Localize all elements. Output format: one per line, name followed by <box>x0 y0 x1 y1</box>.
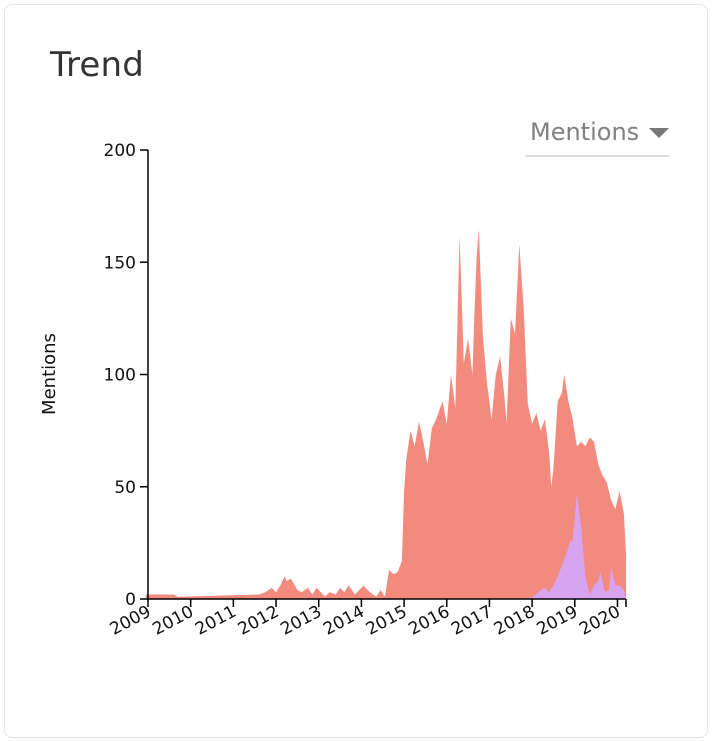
y-tick-label: 100 <box>104 366 136 386</box>
x-tick-label: 2013 <box>277 602 325 640</box>
x-tick-label: 2019 <box>534 602 582 640</box>
x-tick-label: 2020 <box>576 602 624 640</box>
y-tick-label: 0 <box>125 590 136 610</box>
x-tick-label: 2018 <box>491 602 539 640</box>
metric-dropdown[interactable]: Mentions <box>525 115 669 157</box>
y-axis-label: Mentions <box>39 333 60 415</box>
x-tick-label: 2014 <box>320 602 368 640</box>
caret-down-icon <box>649 128 669 138</box>
metric-dropdown-label: Mentions <box>530 118 640 146</box>
y-tick-label: 200 <box>104 141 136 161</box>
y-tick-label: 150 <box>104 253 136 273</box>
x-tick-label: 2017 <box>448 602 496 640</box>
chart-areas <box>145 228 626 599</box>
x-tick-label: 2010 <box>149 602 197 640</box>
x-tick-label: 2016 <box>406 602 454 640</box>
x-tick-label: 2011 <box>192 602 240 640</box>
x-tick-label: 2015 <box>363 602 411 640</box>
area-series-2 <box>530 493 626 599</box>
card-title: Trend <box>50 45 145 85</box>
area-series-1 <box>145 228 626 599</box>
y-tick-label: 50 <box>114 478 136 498</box>
trend-card: Trend Mentions <box>4 4 708 738</box>
x-tick-label: 2012 <box>235 602 283 640</box>
